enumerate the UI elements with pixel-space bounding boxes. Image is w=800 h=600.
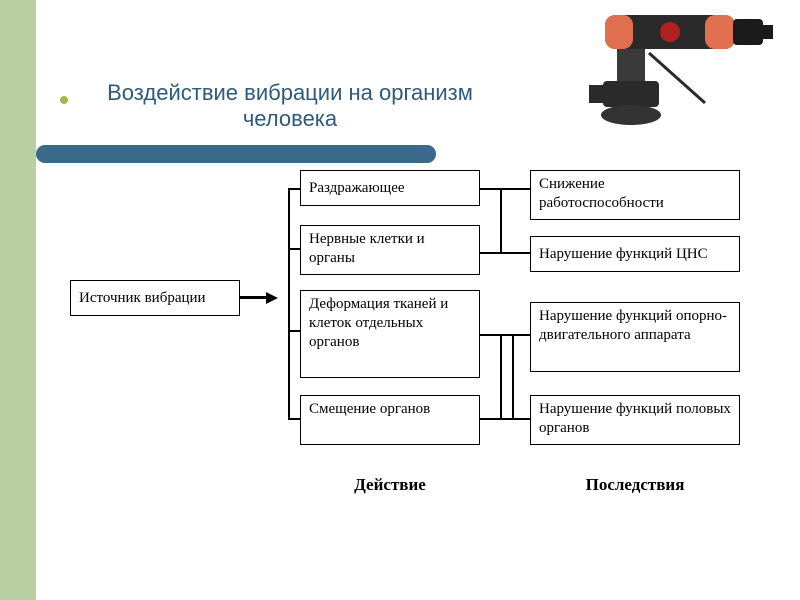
action-bracket-vertical [288, 188, 290, 418]
effect-label-4: Нарушение функций половых органов [539, 400, 731, 438]
arrow-shaft [240, 296, 268, 299]
action-label-1: Раздражающее [309, 179, 405, 198]
action-bracket-h1 [288, 188, 300, 190]
effect-box-1: Снижение работоспособности [530, 170, 740, 220]
action-bracket-h3 [288, 330, 300, 332]
conn-a1-branch-h [480, 188, 500, 190]
action-box-3: Деформация тканей и клеток отдельных орг… [300, 290, 480, 378]
title-bullet [60, 96, 68, 104]
action-label-2: Нервные клетки и органы [309, 230, 471, 268]
action-box-4: Смещение органов [300, 395, 480, 445]
action-label-4: Смещение органов [309, 400, 430, 419]
action-bracket-h4 [288, 418, 300, 420]
slide-sidebar [0, 0, 36, 600]
title-underline [36, 145, 436, 163]
source-box: Источник вибрации [70, 280, 240, 316]
conn-a1-branch-v [500, 188, 502, 254]
source-label: Источник вибрации [79, 289, 206, 308]
action-box-2: Нервные клетки и органы [300, 225, 480, 275]
action-label-3: Деформация тканей и клеток отдельных орг… [309, 295, 471, 351]
effect-box-3: Нарушение функций опорно-двигательного а… [530, 302, 740, 372]
action-bracket-h2 [288, 248, 300, 250]
effect-header: Последствия [530, 475, 740, 495]
effect-box-4: Нарушение функций половых органов [530, 395, 740, 445]
title-line1: Воздействие вибрации на организм [80, 80, 500, 106]
conn-a2-e2 [480, 252, 530, 254]
action-box-1: Раздражающее [300, 170, 480, 206]
title-line2: человека [80, 106, 500, 132]
conn-a4-e3 [512, 334, 530, 336]
effect-label-2: Нарушение функций ЦНС [539, 245, 708, 264]
effect-box-2: Нарушение функций ЦНС [530, 236, 740, 272]
conn-a4-e4 [480, 418, 530, 420]
conn-a4-branch-v [512, 334, 514, 418]
action-header: Действие [300, 475, 480, 495]
power-tool-illustration [545, 5, 785, 165]
effect-label-1: Снижение работоспособности [539, 175, 731, 213]
effect-label-3: Нарушение функций опорно-двигательного а… [539, 307, 731, 345]
conn-a3-branch-v [500, 334, 502, 418]
arrow-head [266, 292, 278, 304]
slide-title: Воздействие вибрации на организм человек… [80, 80, 500, 132]
